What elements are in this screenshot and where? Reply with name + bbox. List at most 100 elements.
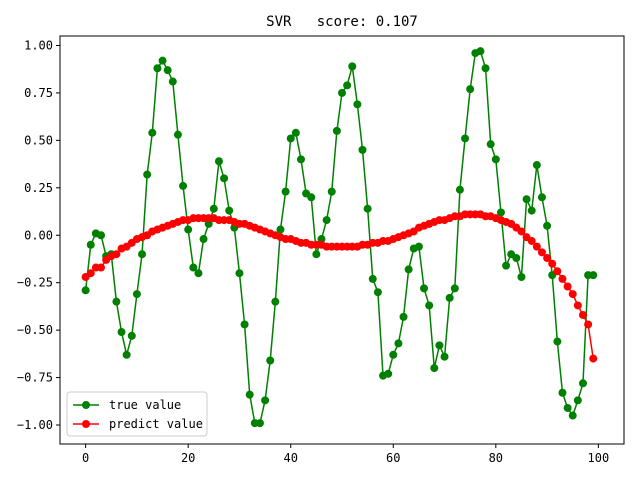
series-1-point <box>343 81 352 90</box>
y-tick-label: 1.00 <box>24 38 53 52</box>
series-1-point <box>532 161 541 170</box>
series-2-point <box>97 263 106 272</box>
series-1-point <box>399 312 408 321</box>
series-2-point <box>584 320 593 329</box>
series-1-point <box>466 85 475 94</box>
series-1-point <box>537 193 546 202</box>
series-1-point <box>235 269 244 278</box>
series-1-point <box>563 403 572 412</box>
series-1-point <box>317 235 326 244</box>
x-tick-label: 60 <box>386 451 400 465</box>
series-2-point <box>112 250 121 259</box>
series-2-point <box>553 267 562 276</box>
plot-area: 0 20 40 60 80 100 −1.00 −0.75 −0.50 −0.25 0.00 0.25… <box>17 35 625 465</box>
series-1-point <box>363 204 372 213</box>
series-1-point <box>184 225 193 234</box>
series-1-point <box>517 273 526 281</box>
series-1-point <box>389 350 398 359</box>
series-1-point <box>491 155 500 164</box>
series-1-point <box>127 331 136 340</box>
series-1-point <box>143 170 152 179</box>
series-1-point <box>153 64 162 73</box>
series-2-point <box>86 269 95 278</box>
series-2-point <box>532 242 541 251</box>
x-tick-label: 80 <box>489 451 503 465</box>
series-1-point <box>240 320 249 329</box>
legend-marker-2 <box>82 420 90 428</box>
y-tick-label: 0.25 <box>24 181 53 195</box>
series-1-point <box>291 128 300 137</box>
series-1-point <box>332 126 341 135</box>
series-1-point <box>496 208 505 217</box>
legend <box>66 391 208 437</box>
y-tick-label: −1.00 <box>17 418 53 432</box>
series-1-point <box>440 352 449 361</box>
series-1-point <box>204 219 213 228</box>
series-1-point <box>589 271 598 280</box>
series-1-point <box>86 240 95 249</box>
series-1-point <box>568 411 577 420</box>
series-1-point <box>117 328 126 337</box>
series-1-point <box>430 364 439 373</box>
series-1-point <box>271 297 280 306</box>
series-1-point <box>179 181 188 190</box>
series-1-point <box>199 235 208 244</box>
y-tick-label: −0.50 <box>17 323 53 337</box>
series-1-point <box>573 396 582 405</box>
series-2-point <box>517 227 526 236</box>
series-2-point <box>563 282 572 291</box>
series-1-point <box>281 187 290 196</box>
series-line-1 <box>84 50 594 424</box>
series-1-point <box>214 157 223 166</box>
series-1-point <box>286 134 295 143</box>
series-1-point <box>296 155 305 164</box>
y-tick-label: −0.75 <box>17 371 53 385</box>
series-1-point <box>558 388 567 397</box>
series-1-point <box>138 250 147 259</box>
series-1-point <box>338 88 346 97</box>
series-2-point <box>589 354 598 363</box>
series-1-point <box>502 261 511 270</box>
series-2-point <box>543 254 552 263</box>
series-1-point <box>481 64 490 73</box>
series-1-point <box>173 130 182 139</box>
series-1-point <box>266 356 275 365</box>
series-1-point <box>158 56 167 65</box>
series-1-point <box>394 339 403 348</box>
series-1-point <box>486 140 495 149</box>
plot-frame <box>59 35 625 445</box>
series-1-point <box>384 369 393 378</box>
series-1-point <box>322 216 331 225</box>
series-1-point <box>425 301 434 310</box>
series-1-point <box>225 206 234 215</box>
series-1-point <box>122 350 131 359</box>
series-1-point <box>276 225 285 234</box>
series-1-point <box>522 195 531 204</box>
series-1-point <box>368 274 377 283</box>
series-1-point <box>373 288 382 297</box>
y-tick-label: 0.50 <box>24 133 53 147</box>
series-1-point <box>512 254 521 263</box>
series-1-point <box>435 341 444 350</box>
y-tick-label: 0.00 <box>24 228 53 242</box>
series-1-point <box>307 193 316 202</box>
series-1-point <box>414 242 423 251</box>
series-1-point <box>461 134 470 143</box>
series-1-point <box>261 396 270 405</box>
series-1-point <box>348 62 357 71</box>
series-1-point <box>543 221 552 230</box>
series-1-point <box>163 66 172 75</box>
series-2-point <box>558 274 567 283</box>
series-1-point <box>132 290 141 299</box>
series-2-point <box>568 290 577 299</box>
series-1-point <box>220 174 229 183</box>
series-1-point <box>148 128 157 137</box>
series-1-point <box>353 100 362 109</box>
series-1-point <box>189 263 198 272</box>
x-tick-label: 0 <box>82 451 89 465</box>
legend-label-2: predict value <box>109 417 203 431</box>
series-2-point <box>537 248 546 257</box>
series-2-point <box>548 259 557 268</box>
series-1-point <box>404 265 413 274</box>
